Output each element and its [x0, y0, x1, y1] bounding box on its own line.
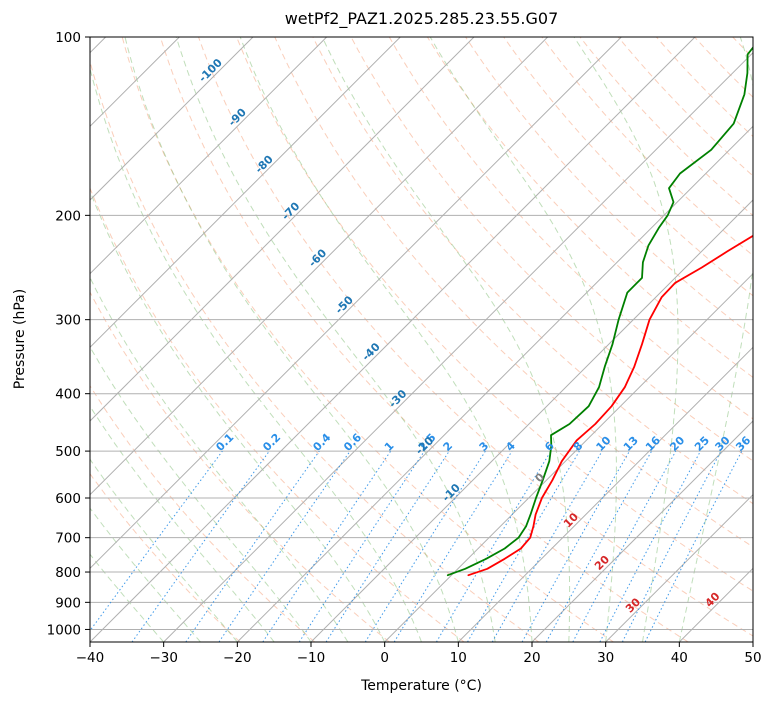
moist-adiabat [239, 37, 533, 642]
isotherm-line [0, 37, 32, 642]
isotherm-line [531, 420, 753, 642]
y-tick-label: 600 [55, 491, 81, 507]
isotherm-line [90, 37, 622, 570]
moist-adiabat [124, 37, 459, 642]
axes-layer: −40 −30 −20 −10 0 10 20 30 40 50 100 200 300 400 500 60… [47, 30, 762, 666]
dry-adiabat [90, 186, 465, 642]
moist-adiabat [90, 507, 201, 642]
isotherm-line [90, 37, 696, 642]
background-lines-layer [0, 37, 775, 642]
y-tick-label: 100 [55, 30, 81, 46]
isotherm-line [457, 346, 753, 642]
isotherm-line [90, 37, 475, 422]
x-tick-label: −40 [76, 650, 105, 666]
dry-adiabat [90, 291, 390, 642]
x-tick-label: 10 [450, 650, 467, 666]
x-tick-label: 0 [380, 650, 389, 666]
isotherm-line [384, 272, 753, 642]
moist-adiabat [90, 405, 275, 642]
isotherm-line [752, 641, 753, 642]
y-tick-label: 700 [55, 531, 81, 547]
y-tick-label: 500 [55, 444, 81, 460]
chart-title: wetPf2_PAZ1.2025.285.23.55.G07 [284, 9, 559, 28]
y-tick-label: 400 [55, 387, 81, 403]
x-tick-label: −20 [223, 650, 252, 666]
mixing-ratio-line [521, 450, 630, 642]
moist-adiabat [90, 66, 422, 642]
mixing-ratio-line [218, 450, 351, 642]
mixing-ratio-line [545, 450, 653, 642]
mixing-ratio-line [393, 450, 513, 642]
dry-adiabat [236, 37, 753, 592]
x-tick-label: −10 [297, 650, 326, 666]
y-tick-label: 1000 [47, 622, 81, 638]
mixing-ratio-line [644, 450, 743, 642]
moist-adiabat [90, 189, 386, 642]
moist-adiabat [321, 37, 571, 642]
isotherm-line [90, 37, 328, 275]
x-axis-label: Temperature (°C) [361, 678, 482, 694]
mixing-ratio-line [262, 450, 392, 642]
moist-adiabat [90, 458, 238, 642]
mixing-ratio-line [298, 450, 425, 642]
mixing-ratio-line [90, 450, 223, 632]
isotherm-line [236, 125, 753, 642]
isotherm-line [90, 37, 254, 201]
y-tick-label: 300 [55, 313, 81, 329]
temperature-line [467, 234, 753, 577]
moist-adiabat [90, 276, 349, 642]
x-tick-label: 20 [523, 650, 540, 666]
dry-adiabat [274, 37, 753, 548]
dry-adiabat [465, 37, 753, 338]
mixing-ratio-line [131, 450, 270, 642]
dry-adiabat [312, 37, 753, 505]
moist-adiabat [429, 37, 617, 642]
dewpoint-line [446, 46, 753, 577]
moist-adiabat [90, 553, 165, 642]
plot-frame [89, 36, 754, 643]
dry-adiabat [121, 37, 614, 642]
mixing-ratio-line [185, 450, 320, 642]
moist-adiabat [573, 37, 679, 642]
mixing-ratio-line [572, 450, 677, 642]
dry-adiabat [771, 37, 775, 642]
dry-adiabat [90, 384, 316, 642]
dry-adiabat [350, 37, 753, 462]
dry-adiabat [388, 37, 753, 420]
moist-adiabat [175, 37, 496, 642]
plot-background [90, 37, 753, 642]
mixing-ratio-line [325, 450, 450, 642]
series-layer [446, 46, 753, 577]
dry-adiabat [503, 37, 753, 297]
dry-adiabat [159, 37, 689, 642]
isotherm-line [163, 51, 753, 642]
dry-adiabat [90, 472, 241, 642]
isotherm-line [90, 37, 549, 496]
dry-adiabat [90, 59, 540, 642]
dry-adiabat [426, 37, 753, 379]
x-tick-label: 50 [744, 650, 761, 666]
x-tick-label: 40 [671, 650, 688, 666]
isotherm-line [605, 493, 753, 642]
moist-adiabat [678, 37, 753, 642]
isotherm-line [90, 37, 401, 349]
x-tick-label: −30 [149, 650, 178, 666]
y-tick-label: 900 [55, 595, 81, 611]
y-tick-label: 200 [55, 208, 81, 224]
x-tick-label: 30 [597, 650, 614, 666]
y-tick-label: 800 [55, 565, 81, 581]
